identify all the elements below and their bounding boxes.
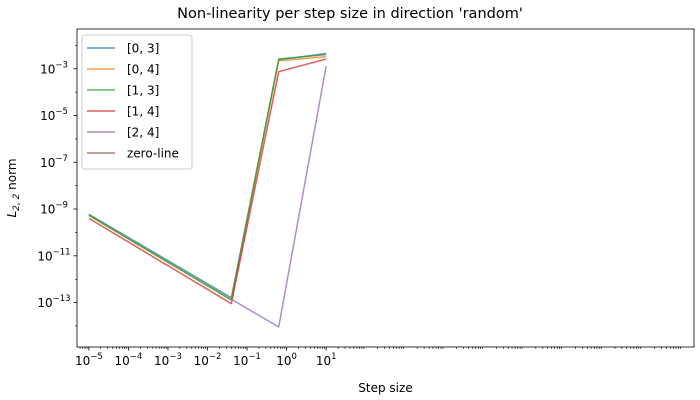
x-tick-label: 10−3	[154, 352, 182, 368]
y-axis-title-suffix: norm	[5, 158, 19, 193]
legend-label-5: zero-line	[127, 147, 179, 161]
series-line-2	[88, 53, 327, 301]
legend-label-1: [0, 4]	[127, 63, 159, 77]
y-tick-label: 10−13	[37, 294, 70, 310]
x-tick-label: 100	[276, 352, 297, 368]
series-line-4	[230, 65, 327, 328]
legend: [0, 3] [0, 4] [1, 3] [1, 4] [2, 4] zero-line	[81, 34, 193, 170]
plot-frame	[76, 28, 695, 348]
y-tick-label: 10−3	[40, 60, 68, 76]
y-axis-title-sub: 2, 2	[12, 193, 22, 210]
legend-label-4: [2, 4]	[127, 126, 159, 140]
y-tick-label: 10−7	[40, 154, 68, 170]
series-layer	[88, 52, 327, 328]
x-tick-label: 10−1	[233, 352, 261, 368]
x-tick-label: 10−4	[115, 352, 143, 368]
y-tick-label: 10−9	[40, 201, 68, 217]
x-axis: 10−5 10−4 10−3 10−2 10−1 100 101	[75, 347, 681, 368]
x-tick-label: 101	[316, 352, 337, 368]
series-line-3	[88, 58, 327, 305]
y-axis-title-base: L	[5, 211, 19, 218]
y-axis-title: L2, 2 norm	[5, 158, 22, 217]
y-tick-label: 10−5	[40, 107, 68, 123]
x-axis-title: Step size	[358, 381, 412, 395]
x-tick-label: 10−2	[194, 352, 222, 368]
chart-title: Non-linearity per step size in direction…	[177, 6, 523, 22]
legend-label-2: [1, 3]	[127, 84, 159, 98]
y-tick-label: 10−11	[37, 247, 70, 263]
x-tick-label: 10−5	[75, 352, 103, 368]
y-axis: 10−13 10−11 10−9 10−7 10−5 10−3	[37, 45, 77, 327]
legend-label-3: [1, 4]	[127, 105, 159, 119]
legend-label-0: [0, 3]	[127, 42, 159, 56]
